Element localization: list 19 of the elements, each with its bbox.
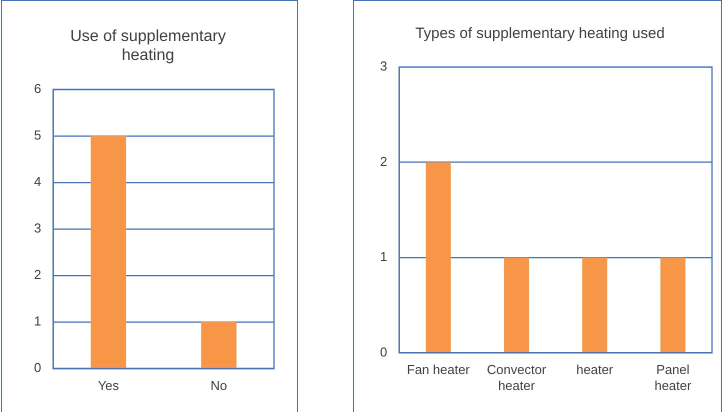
- x-tick-label: Yes: [98, 378, 120, 393]
- y-tick-label: 2: [380, 154, 388, 169]
- chart-title: Types of supplementary heating used: [415, 25, 665, 42]
- y-tick-label: 3: [380, 58, 388, 74]
- y-tick-label: 0: [34, 360, 42, 375]
- y-tick-label: 6: [34, 80, 42, 96]
- x-tick-label: heater: [576, 362, 614, 378]
- y-tick-label: 3: [34, 220, 42, 236]
- y-tick-label: 5: [34, 127, 42, 142]
- x-tick-label: No: [210, 378, 228, 393]
- y-tick-label: 2: [34, 266, 42, 282]
- y-tick-label: 4: [34, 174, 42, 189]
- y-tick-label: 1: [380, 249, 388, 264]
- chart-title: Use of supplementary heating: [70, 28, 226, 64]
- x-tick-label: Fan heater: [406, 362, 470, 378]
- y-tick-label: 0: [380, 344, 388, 360]
- x-tick-label: Convector heater: [486, 362, 547, 393]
- x-tick-label: Panel heater: [654, 362, 692, 393]
- y-tick-label: 1: [34, 313, 42, 328]
